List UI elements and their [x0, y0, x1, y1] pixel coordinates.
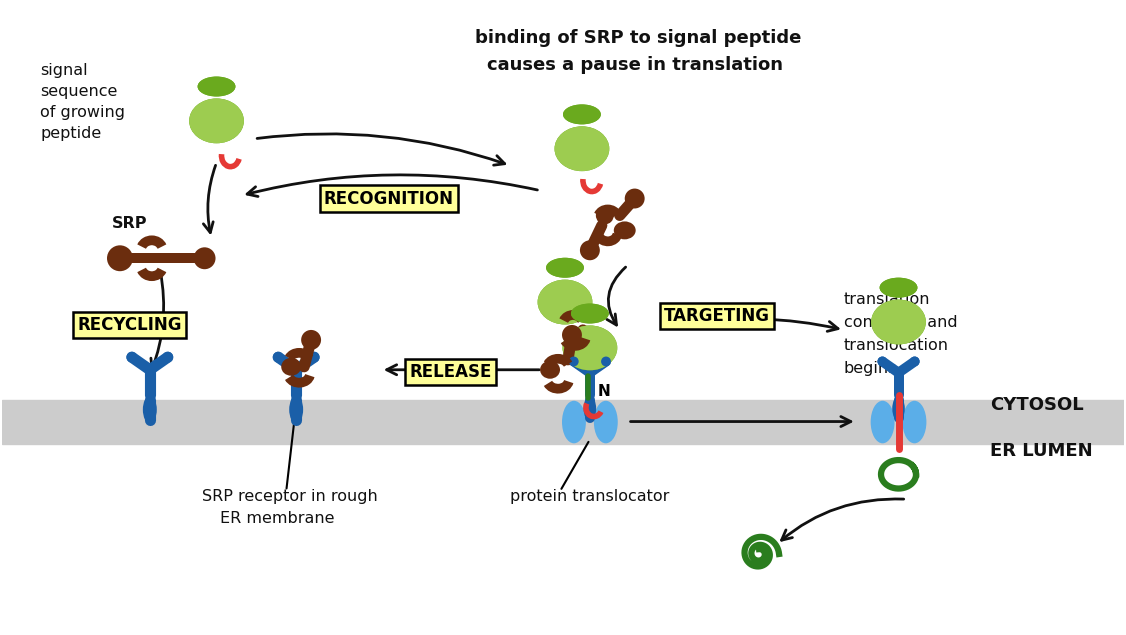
Text: binding of SRP to signal peptide: binding of SRP to signal peptide [475, 29, 802, 47]
Circle shape [625, 189, 645, 208]
Bar [120, 253, 205, 264]
Circle shape [569, 356, 579, 366]
Text: protein translocator: protein translocator [510, 489, 670, 504]
Ellipse shape [563, 104, 601, 124]
Ellipse shape [583, 396, 596, 421]
Text: SRP: SRP [111, 217, 148, 231]
Ellipse shape [537, 279, 592, 324]
Bar [2, 399, 1124, 444]
Text: RELEASE: RELEASE [410, 363, 492, 381]
Text: signal
sequence
of growing
peptide: signal sequence of growing peptide [41, 63, 125, 141]
Ellipse shape [562, 401, 586, 443]
Ellipse shape [903, 401, 927, 443]
Circle shape [910, 356, 920, 366]
Ellipse shape [872, 300, 926, 344]
Ellipse shape [282, 358, 301, 376]
Ellipse shape [540, 361, 560, 378]
Ellipse shape [563, 326, 617, 370]
Ellipse shape [546, 258, 584, 277]
Circle shape [194, 247, 215, 269]
Circle shape [309, 352, 320, 363]
Text: ER LUMEN: ER LUMEN [990, 443, 1092, 460]
Circle shape [562, 325, 582, 345]
Circle shape [126, 352, 137, 363]
Circle shape [580, 240, 600, 260]
Ellipse shape [289, 396, 303, 424]
Ellipse shape [197, 77, 235, 97]
Ellipse shape [879, 277, 918, 298]
Ellipse shape [892, 396, 905, 421]
Ellipse shape [571, 304, 609, 323]
Ellipse shape [596, 206, 614, 224]
Ellipse shape [563, 104, 601, 124]
Ellipse shape [614, 222, 636, 239]
Text: translocation: translocation [843, 338, 949, 353]
Text: begins: begins [843, 361, 897, 376]
Ellipse shape [554, 126, 609, 171]
Text: SRP receptor in rough: SRP receptor in rough [202, 489, 377, 504]
Ellipse shape [563, 326, 617, 370]
Text: translation: translation [843, 292, 930, 307]
Ellipse shape [872, 300, 926, 344]
Circle shape [162, 352, 173, 363]
Ellipse shape [870, 401, 894, 443]
Circle shape [574, 346, 596, 368]
Circle shape [272, 352, 284, 363]
Circle shape [877, 356, 887, 366]
Text: causes a pause in translation: causes a pause in translation [488, 56, 784, 74]
Ellipse shape [189, 98, 244, 144]
Circle shape [301, 330, 321, 350]
Ellipse shape [189, 98, 244, 144]
Ellipse shape [593, 401, 618, 443]
Circle shape [601, 356, 611, 366]
Text: ER membrane: ER membrane [220, 511, 334, 526]
Ellipse shape [537, 279, 592, 324]
Ellipse shape [879, 277, 918, 298]
Circle shape [107, 245, 133, 271]
Ellipse shape [143, 396, 157, 424]
Text: RECOGNITION: RECOGNITION [324, 189, 454, 208]
Text: TARGETING: TARGETING [664, 307, 770, 325]
Ellipse shape [554, 126, 609, 171]
Text: N: N [598, 384, 610, 399]
Ellipse shape [197, 77, 235, 97]
Ellipse shape [546, 258, 584, 277]
Text: RECYCLING: RECYCLING [78, 316, 182, 334]
Ellipse shape [571, 304, 609, 323]
Text: continues and: continues and [843, 315, 957, 330]
Text: CYTOSOL: CYTOSOL [990, 396, 1083, 413]
